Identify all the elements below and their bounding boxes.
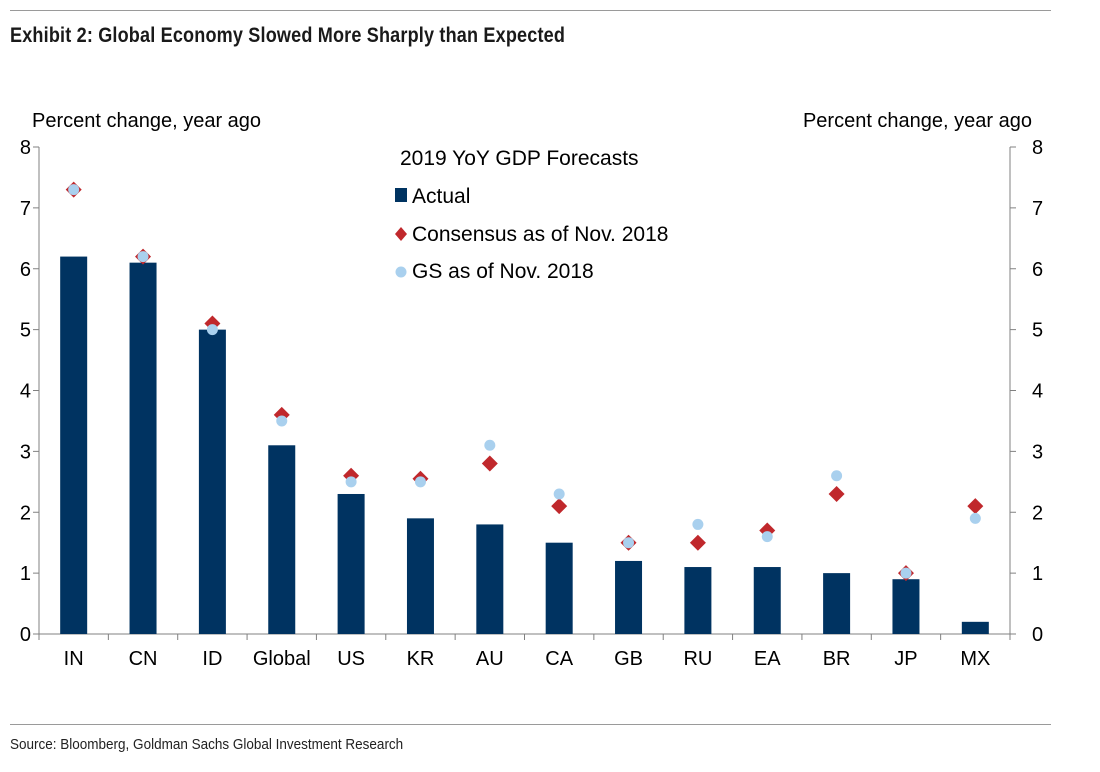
marker-consensus-au bbox=[481, 455, 498, 472]
marker-consensus-ru bbox=[689, 534, 706, 551]
right-axis-label: Percent change, year ago bbox=[803, 110, 1032, 132]
legend-swatch-actual bbox=[395, 188, 407, 202]
legend-title: 2019 YoY GDP Forecasts bbox=[400, 147, 639, 170]
bar-actual-mx bbox=[961, 621, 989, 634]
bar-actual-cn bbox=[129, 262, 157, 634]
marker-gs-au bbox=[484, 439, 496, 451]
marker-gs-cn bbox=[137, 251, 149, 263]
x-tick-label-br: BR bbox=[823, 648, 851, 670]
marker-gs-ea bbox=[761, 531, 773, 543]
bar-actual-in bbox=[60, 256, 88, 634]
right-tick-label: 4 bbox=[1032, 381, 1043, 403]
right-tick-label: 3 bbox=[1032, 441, 1043, 463]
right-tick-label: 7 bbox=[1032, 198, 1043, 220]
marker-consensus-ca bbox=[551, 498, 568, 515]
x-tick-label-ru: RU bbox=[683, 648, 712, 670]
left-tick-label: 2 bbox=[20, 502, 31, 524]
left-tick-label: 0 bbox=[20, 624, 31, 646]
bottom-rule bbox=[10, 724, 1051, 725]
marker-gs-mx bbox=[969, 512, 981, 524]
marker-gs-br bbox=[831, 470, 843, 482]
left-tick-label: 5 bbox=[20, 320, 31, 342]
x-tick-label-global: Global bbox=[253, 648, 311, 670]
x-tick-label-jp: JP bbox=[894, 648, 917, 670]
x-tick-label-ea: EA bbox=[754, 648, 781, 670]
right-tick-label: 8 bbox=[1032, 137, 1043, 159]
x-tick-label-au: AU bbox=[476, 648, 504, 670]
legend-swatch-gs bbox=[395, 266, 407, 278]
legend-label-consensus: Consensus as of Nov. 2018 bbox=[412, 223, 668, 246]
x-tick-label-mx: MX bbox=[960, 648, 990, 670]
bar-actual-global bbox=[268, 445, 296, 634]
bar-actual-br bbox=[823, 573, 851, 634]
right-tick-label: 2 bbox=[1032, 502, 1043, 524]
marker-gs-kr bbox=[414, 476, 426, 488]
left-tick-label: 4 bbox=[20, 381, 31, 403]
left-tick-label: 7 bbox=[20, 198, 31, 220]
marker-gs-id bbox=[206, 324, 218, 336]
marker-gs-in bbox=[68, 184, 80, 196]
bar-actual-id bbox=[198, 329, 226, 634]
exhibit-title: Exhibit 2: Global Economy Slowed More Sh… bbox=[10, 24, 566, 47]
bar-actual-ca bbox=[545, 542, 573, 634]
marker-gs-global bbox=[276, 415, 288, 427]
source-note: Source: Bloomberg, Goldman Sachs Global … bbox=[10, 736, 404, 753]
marker-gs-ru bbox=[692, 518, 704, 530]
x-tick-label-ca: CA bbox=[545, 648, 573, 670]
legend-swatch-consensus bbox=[395, 227, 407, 241]
bar-actual-au bbox=[476, 524, 504, 634]
bar-actual-kr bbox=[406, 518, 434, 634]
marker-gs-us bbox=[345, 476, 357, 488]
legend-label-gs: GS as of Nov. 2018 bbox=[412, 260, 594, 283]
marker-gs-gb bbox=[623, 537, 635, 549]
left-tick-label: 1 bbox=[20, 563, 31, 585]
right-tick-label: 5 bbox=[1032, 320, 1043, 342]
marker-consensus-br bbox=[828, 485, 845, 502]
x-tick-label-cn: CN bbox=[129, 648, 158, 670]
marker-consensus-mx bbox=[967, 498, 984, 515]
left-tick-label: 6 bbox=[20, 259, 31, 281]
marker-gs-ca bbox=[553, 488, 565, 500]
right-tick-label: 1 bbox=[1032, 563, 1043, 585]
bar-actual-ea bbox=[753, 567, 781, 634]
x-tick-label-us: US bbox=[337, 648, 365, 670]
left-tick-label: 8 bbox=[20, 137, 31, 159]
bar-actual-jp bbox=[892, 579, 920, 634]
x-tick-label-kr: KR bbox=[407, 648, 435, 670]
left-tick-label: 3 bbox=[20, 441, 31, 463]
right-tick-label: 6 bbox=[1032, 259, 1043, 281]
top-rule bbox=[10, 10, 1051, 11]
bar-actual-ru bbox=[684, 567, 712, 634]
legend-label-actual: Actual bbox=[412, 185, 470, 208]
x-tick-label-id: ID bbox=[202, 648, 222, 670]
x-tick-label-in: IN bbox=[64, 648, 84, 670]
bar-actual-gb bbox=[615, 560, 643, 634]
marker-gs-jp bbox=[900, 567, 912, 579]
left-axis-label: Percent change, year ago bbox=[32, 110, 261, 132]
bar-actual-us bbox=[337, 493, 365, 634]
right-tick-label: 0 bbox=[1032, 624, 1043, 646]
x-tick-label-gb: GB bbox=[614, 648, 643, 670]
